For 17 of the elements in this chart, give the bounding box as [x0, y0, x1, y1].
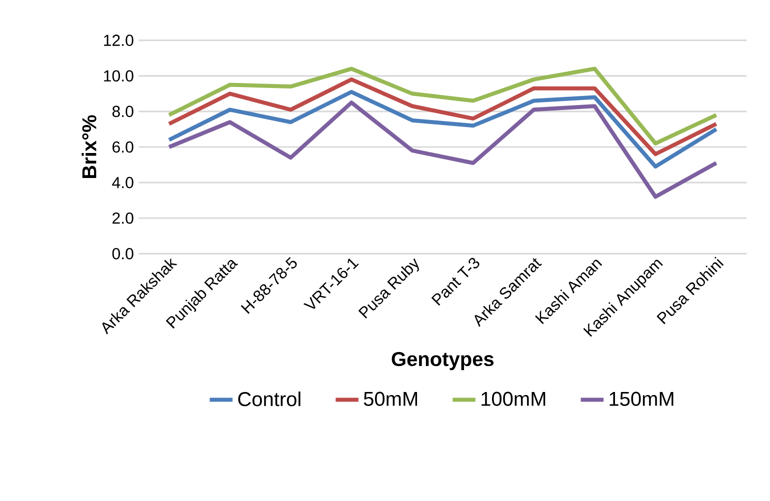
y-tick-label: 8.0	[112, 106, 134, 118]
legend-label: 150mM	[610, 392, 674, 406]
y-tick-label: 6.0	[112, 141, 134, 153]
legend-label: Control	[238, 392, 300, 406]
line-series	[167, 77, 718, 156]
y-tick-label: 0.0	[112, 248, 134, 260]
line-series	[167, 90, 718, 169]
legend-label: 50mM	[364, 392, 418, 406]
line-series	[167, 100, 718, 199]
y-tick-label: 4.0	[112, 176, 134, 188]
line-series	[167, 66, 718, 146]
y-tick-label: 12.0	[104, 34, 134, 46]
y-tick-label: 10.0	[104, 70, 134, 82]
y-axis-title: Brix°%	[82, 115, 96, 178]
legend-label: 100mM	[482, 392, 546, 406]
y-tick-label: 2.0	[112, 212, 134, 224]
x-axis-title: Genotypes	[392, 352, 494, 370]
